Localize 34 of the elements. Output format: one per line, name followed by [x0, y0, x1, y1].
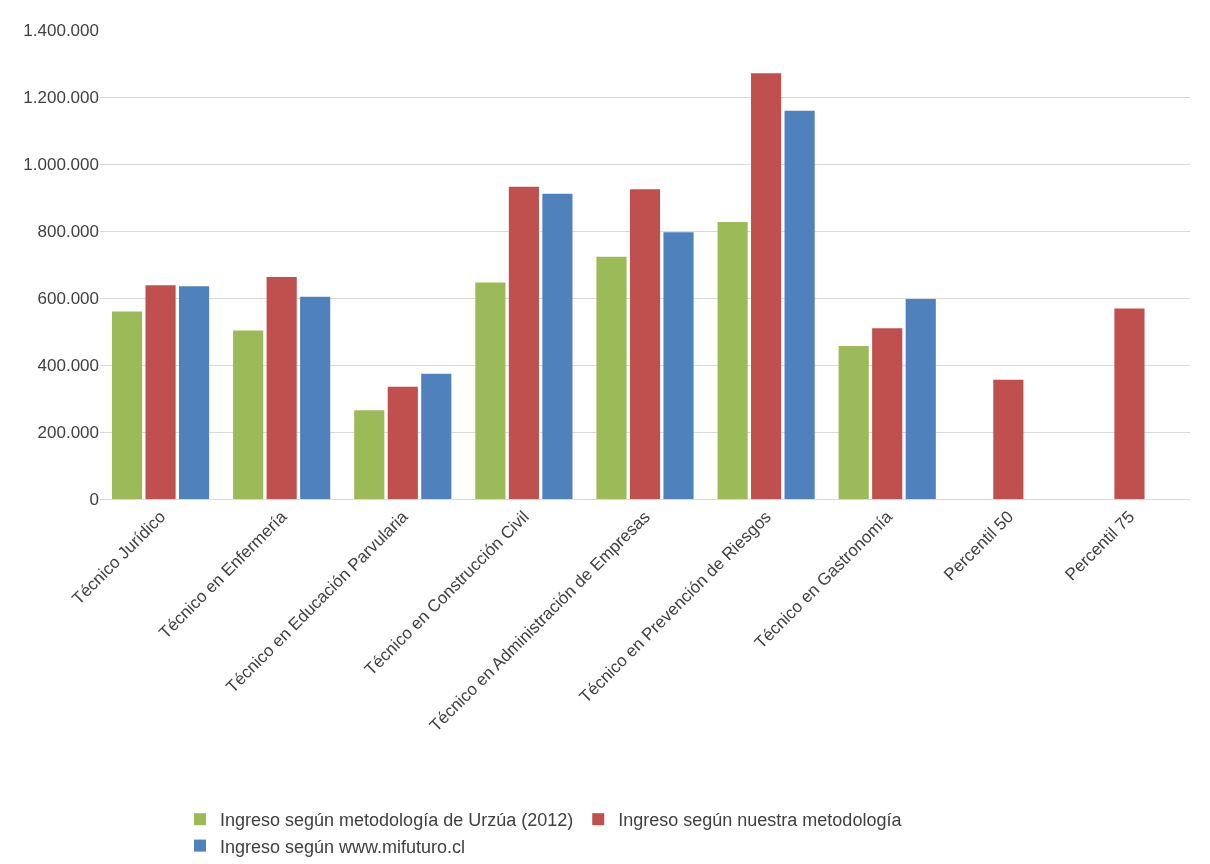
- bar: [993, 379, 1024, 499]
- bar: [475, 282, 506, 499]
- bar: [596, 256, 627, 499]
- y-tick-label: 1.400.000: [23, 20, 99, 40]
- bar: [111, 311, 143, 499]
- bar: [872, 328, 903, 499]
- y-tick-label: 1.000.000: [23, 154, 99, 174]
- bar: [1114, 308, 1145, 499]
- y-tick-label: 0: [89, 489, 99, 509]
- legend-label: Ingreso según www.mifuturo.cl: [220, 836, 466, 857]
- bar: [266, 276, 297, 499]
- bar: [717, 221, 748, 499]
- bar: [354, 410, 385, 499]
- bar: [838, 345, 869, 499]
- bar: [145, 285, 176, 499]
- bar: [542, 193, 573, 499]
- legend-label: Ingreso según nuestra metodología: [618, 810, 903, 831]
- bar: [421, 373, 452, 499]
- y-tick-label: 200.000: [37, 422, 99, 442]
- y-tick-label: 1.200.000: [23, 87, 99, 107]
- legend-label: Ingreso según metodología de Urzúa (2012): [220, 810, 574, 831]
- bar: [300, 296, 331, 499]
- bar: [784, 110, 815, 499]
- y-tick-label: 800.000: [37, 221, 99, 241]
- bar: [663, 232, 694, 499]
- y-tick-label: 600.000: [37, 288, 99, 308]
- bar: [905, 299, 936, 499]
- bar: [178, 286, 210, 499]
- bar: [629, 189, 661, 499]
- y-tick-label: 400.000: [37, 355, 99, 375]
- bar: [387, 386, 418, 499]
- bar: [508, 186, 539, 499]
- bar: [233, 330, 264, 499]
- bar: [751, 73, 782, 499]
